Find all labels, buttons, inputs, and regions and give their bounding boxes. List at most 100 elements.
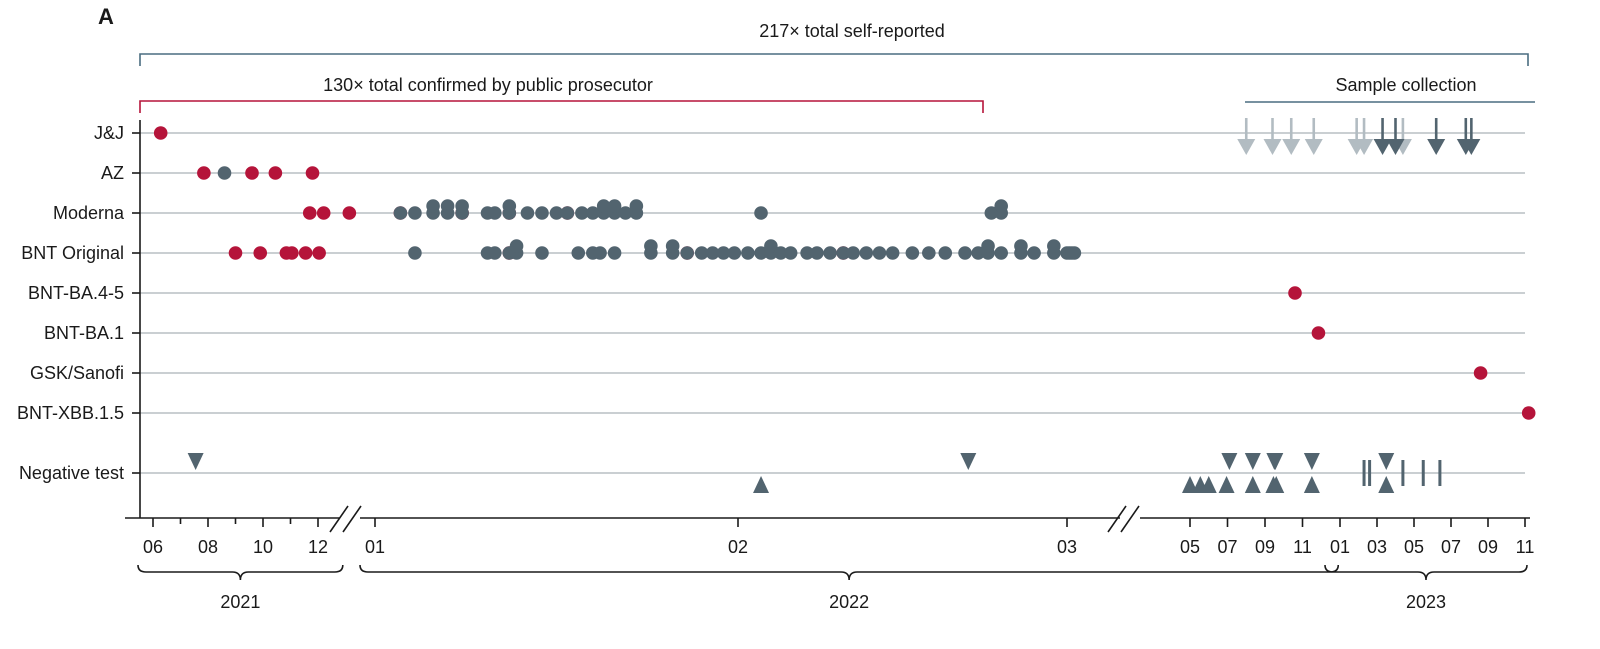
vaccination-dot [1288, 286, 1302, 300]
negative-test-up-marker [1200, 476, 1217, 493]
x-tick-label: 03 [1367, 537, 1387, 557]
negative-test-down-marker [187, 453, 204, 470]
vaccination-dot [285, 246, 299, 260]
vaccination-dot [938, 246, 953, 260]
negative-test-up-marker [1378, 476, 1395, 493]
vaccination-dot [716, 246, 731, 260]
vaccination-dot [408, 206, 422, 220]
label-self-reported: 217× total self-reported [759, 21, 945, 41]
vaccination-dot [1067, 246, 1082, 260]
negative-test-up-marker [753, 476, 770, 493]
vaccination-dot [1473, 366, 1488, 380]
vaccination-dot [342, 206, 357, 220]
negative-test-down-marker [1378, 453, 1395, 470]
label-sample-collection: Sample collection [1335, 75, 1476, 95]
vaccination-dot [971, 246, 985, 260]
x-tick-label: 11 [1293, 537, 1312, 557]
vaccination-dot [502, 199, 517, 213]
bracket-self-reported [139, 53, 1529, 66]
vaccination-dot [228, 246, 243, 260]
vaccination-dot [773, 246, 788, 260]
vaccination-dot [560, 206, 575, 220]
vaccination-dot [1014, 239, 1028, 253]
x-tick-label: 03 [1057, 537, 1077, 557]
sample-arrow-head [1304, 139, 1323, 155]
label-prosecutor: 130× total confirmed by public prosecuto… [323, 75, 653, 95]
axis-break-2 [1107, 505, 1140, 533]
vaccination-dot [487, 206, 502, 220]
vaccination-dot [253, 246, 268, 260]
vaccination-dot [1521, 406, 1536, 420]
vaccination-dot [885, 246, 900, 260]
x-tick-label: 07 [1217, 537, 1237, 557]
row-label: AZ [101, 163, 124, 183]
vaccination-dot [455, 199, 469, 213]
x-tick-label: 07 [1441, 537, 1461, 557]
x-tick-label: 09 [1478, 537, 1498, 557]
negative-test-down-marker [1303, 453, 1320, 470]
vaccination-dot [1311, 326, 1326, 340]
year-label: 2021 [220, 592, 260, 612]
sample-arrow-head [1282, 139, 1301, 155]
vaccination-dot [727, 246, 742, 260]
vaccination-dot [994, 246, 1008, 260]
vaccination-dot [593, 246, 607, 260]
vaccination-dot [305, 166, 320, 180]
row-label: BNT-BA.1 [44, 323, 124, 343]
row-label: BNT-BA.4-5 [28, 283, 124, 303]
vaccination-dot [607, 246, 622, 260]
negative-test-up-marker [1218, 476, 1235, 493]
vaccination-dot [607, 199, 622, 213]
vaccination-dot [487, 246, 502, 260]
vaccination-dot [665, 239, 680, 253]
vaccination-dot [754, 206, 768, 220]
x-tick-label: 01 [1330, 537, 1350, 557]
vaccination-dot [197, 166, 211, 180]
vaccination-dot [153, 126, 168, 140]
negative-test-down-marker [1221, 453, 1238, 470]
row-label: BNT Original [21, 243, 124, 263]
sample-arrow-head [1386, 139, 1405, 155]
vaccination-dot [1027, 246, 1041, 260]
x-tick-label: 01 [365, 537, 385, 557]
row-label: Moderna [53, 203, 125, 223]
vaccination-dot [859, 246, 874, 260]
vaccination-dot [705, 246, 720, 260]
vaccination-dot [312, 246, 326, 260]
sample-arrow-head [1427, 139, 1446, 155]
x-tick-label: 05 [1404, 537, 1424, 557]
negative-test-up-marker [1268, 476, 1285, 493]
vaccination-dot [268, 166, 283, 180]
sample-arrow-head [1355, 139, 1374, 155]
vaccination-dot [316, 206, 331, 220]
vaccination-dot [571, 246, 586, 260]
x-tick-label: 08 [198, 537, 218, 557]
vaccination-dot [981, 239, 995, 253]
x-tick-label: 06 [143, 537, 163, 557]
vaccination-dot [800, 246, 814, 260]
vaccination-dot [741, 246, 755, 260]
negative-test-up-marker [1303, 476, 1320, 493]
sample-arrow-head [1237, 139, 1256, 155]
vaccination-dot [694, 246, 709, 260]
vaccination-dot [408, 246, 422, 260]
vaccination-dot [629, 199, 644, 213]
vaccination-dot [958, 246, 972, 260]
vaccination-dot [836, 246, 851, 260]
sample-arrow-head [1263, 139, 1282, 155]
negative-test-down-marker [1267, 453, 1284, 470]
vaccination-dot [905, 246, 920, 260]
row-label: Negative test [19, 463, 124, 483]
x-tick-label: 02 [728, 537, 748, 557]
row-label: J&J [94, 123, 124, 143]
row-label: GSK/Sanofi [30, 363, 124, 383]
axis-break-1 [329, 505, 362, 533]
vaccination-dot [994, 199, 1008, 213]
vaccination-dot [535, 206, 549, 220]
vaccination-dot [520, 206, 535, 220]
vaccination-dot [922, 246, 936, 260]
negative-test-down-marker [1244, 453, 1261, 470]
negative-test-up-marker [1182, 476, 1198, 493]
vaccination-dot [245, 166, 259, 180]
